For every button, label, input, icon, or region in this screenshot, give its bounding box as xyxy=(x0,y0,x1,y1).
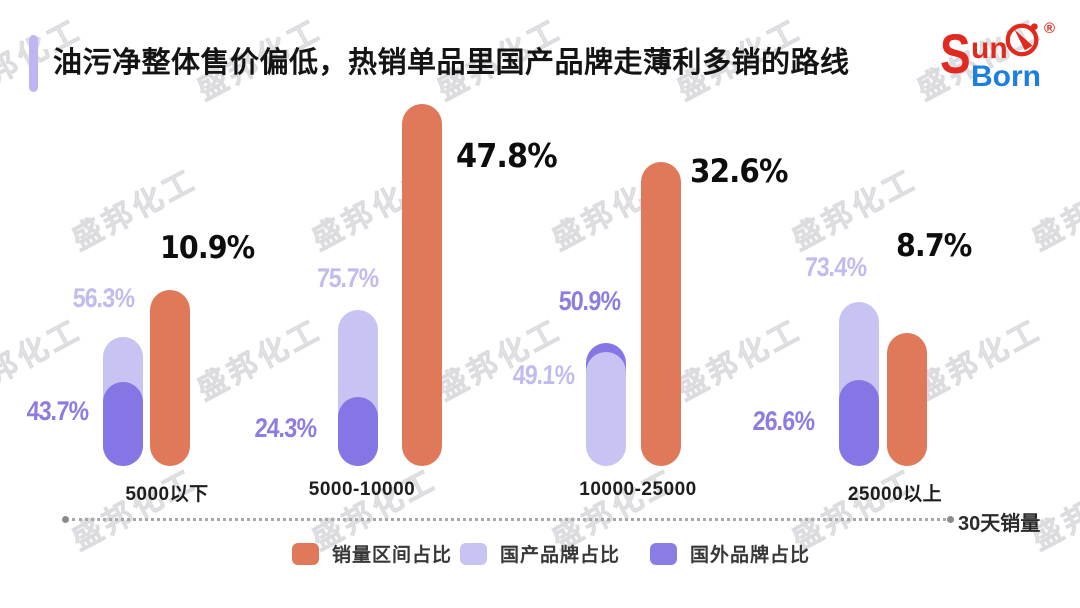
legend-item: 国产品牌占比 xyxy=(460,540,620,567)
bar-sales-range xyxy=(887,333,927,466)
value-label-domestic: 75.7% xyxy=(316,263,379,293)
value-label-sales-range: 8.7% xyxy=(896,228,972,264)
legend-swatch xyxy=(292,542,319,565)
value-label-sales-range: 32.6% xyxy=(690,152,788,190)
header: 油污净整体售价偏低，热销单品里国产品牌走薄利多销的路线 S un ® Born xyxy=(0,0,1080,100)
bar-sales-range xyxy=(641,162,681,466)
title-accent-bar xyxy=(29,35,38,92)
logo-word-born: Born xyxy=(971,60,1041,93)
bar-sales-range xyxy=(150,290,190,466)
x-axis-label: 30天销量 xyxy=(958,513,1041,535)
legend-item: 国外品牌占比 xyxy=(650,540,810,567)
legend: 销量区间占比 国产品牌占比 国外品牌占比 xyxy=(0,540,1080,570)
value-label-foreign: 24.3% xyxy=(254,413,317,443)
value-label-sales-range: 47.8% xyxy=(456,136,558,175)
registered-trademark-icon: ® xyxy=(1044,20,1056,37)
axis-dotted-line xyxy=(72,518,946,521)
value-label-foreign: 50.9% xyxy=(558,286,621,316)
value-label-domestic: 73.4% xyxy=(804,252,867,282)
value-label-foreign: 43.7% xyxy=(26,396,89,426)
legend-label: 国产品牌占比 xyxy=(500,545,621,566)
category-label: 10000-25000 xyxy=(579,479,697,500)
category-label: 25000以上 xyxy=(847,484,943,505)
bar-foreign-brand xyxy=(839,380,879,466)
page-title: 油污净整体售价偏低，热销单品里国产品牌走薄利多销的路线 xyxy=(53,47,850,79)
category-label: 5000-10000 xyxy=(308,479,416,500)
bar-domestic-brand xyxy=(586,352,626,466)
legend-label: 销量区间占比 xyxy=(332,545,453,566)
axis-start-dot xyxy=(62,516,69,523)
bar-sales-range xyxy=(402,104,442,466)
sunborn-logo: S un ® Born xyxy=(940,18,1072,96)
value-label-foreign: 26.6% xyxy=(752,406,815,436)
logo-word-sun: un xyxy=(971,32,1008,65)
category-label: 5000以下 xyxy=(125,484,209,505)
logo-letter-s: S xyxy=(940,22,971,85)
legend-item: 销量区间占比 xyxy=(292,540,452,567)
legend-label: 国外品牌占比 xyxy=(690,545,811,566)
value-label-domestic: 56.3% xyxy=(72,283,135,313)
legend-swatch xyxy=(460,542,487,565)
value-label-domestic: 49.1% xyxy=(512,360,575,390)
legend-swatch xyxy=(650,542,677,565)
axis-end-dot xyxy=(947,516,954,523)
value-label-sales-range: 10.9% xyxy=(160,230,255,266)
bar-foreign-brand xyxy=(103,382,143,466)
logo-sundial-icon xyxy=(1005,23,1039,57)
bar-foreign-brand xyxy=(338,397,378,466)
